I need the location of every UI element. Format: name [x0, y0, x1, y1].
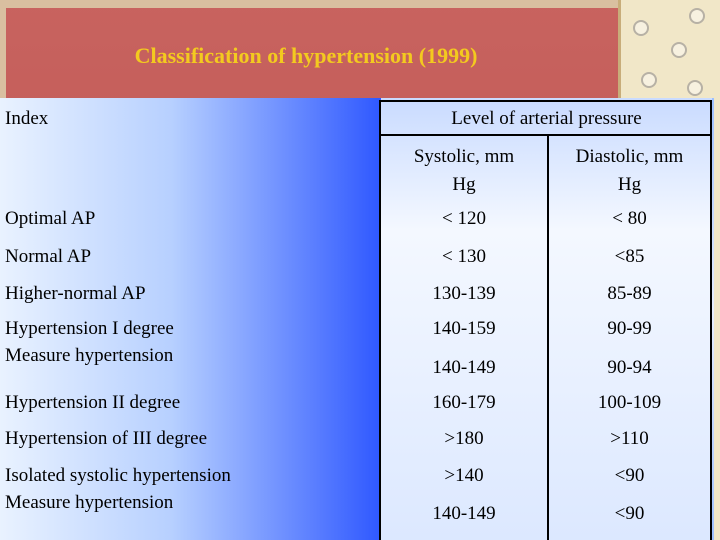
row-diastolic: < 80 — [612, 208, 647, 229]
classification-table: Index Level of arterial pressure Systoli… — [0, 98, 714, 540]
row-systolic: 140-159 — [432, 318, 496, 339]
row-label: Measure hypertension — [5, 492, 174, 513]
header-systolic-unit: Hg — [452, 174, 476, 195]
grid-line — [379, 100, 712, 102]
row-diastolic: 90-99 — [607, 318, 652, 339]
row-label: Isolated systolic hypertension — [5, 465, 231, 486]
row-label: Hypertension of III degree — [5, 428, 208, 449]
header-level: Level of arterial pressure — [451, 108, 642, 129]
row-diastolic: >110 — [610, 428, 649, 449]
flower-ornament-icon — [633, 20, 649, 36]
row-label: Higher-normal AP — [5, 283, 146, 304]
header-diastolic: Diastolic, mm — [575, 146, 684, 167]
slide-title: Classification of hypertension (1999) — [134, 43, 478, 68]
row-diastolic: <90 — [614, 465, 645, 486]
index-column-background — [0, 98, 381, 540]
values-column-background — [381, 98, 712, 540]
grid-line — [379, 134, 712, 136]
header-diastolic-unit: Hg — [617, 174, 642, 195]
header-index: Index — [5, 108, 49, 129]
grid-line — [379, 100, 381, 540]
flower-ornament-icon — [641, 72, 657, 88]
slide-border-top — [0, 0, 720, 8]
row-diastolic: <85 — [614, 246, 645, 267]
flower-ornament-icon — [687, 80, 703, 96]
row-diastolic: <90 — [614, 503, 645, 524]
row-systolic: < 120 — [442, 208, 486, 229]
grid-line — [547, 136, 549, 540]
row-label: Normal AP — [5, 246, 92, 267]
header-systolic: Systolic, mm — [413, 146, 515, 167]
row-label: Measure hypertension — [5, 345, 174, 366]
row-systolic: >140 — [444, 465, 484, 486]
row-diastolic: 100-109 — [597, 392, 662, 413]
row-systolic: 140-149 — [432, 503, 496, 524]
row-systolic: 160-179 — [432, 392, 496, 413]
row-systolic: 130-139 — [432, 283, 496, 304]
flower-ornament-icon — [689, 8, 705, 24]
row-systolic: >180 — [444, 428, 484, 449]
grid-line — [710, 100, 712, 540]
row-label: Hypertension II degree — [5, 392, 181, 413]
row-systolic: < 130 — [442, 246, 486, 267]
row-diastolic: 85-89 — [607, 283, 652, 304]
row-label: Hypertension I degree — [5, 318, 174, 339]
flower-ornament-icon — [671, 42, 687, 58]
row-systolic: 140-149 — [432, 357, 496, 378]
row-diastolic: 90-94 — [607, 357, 652, 378]
row-label: Optimal AP — [5, 208, 96, 229]
